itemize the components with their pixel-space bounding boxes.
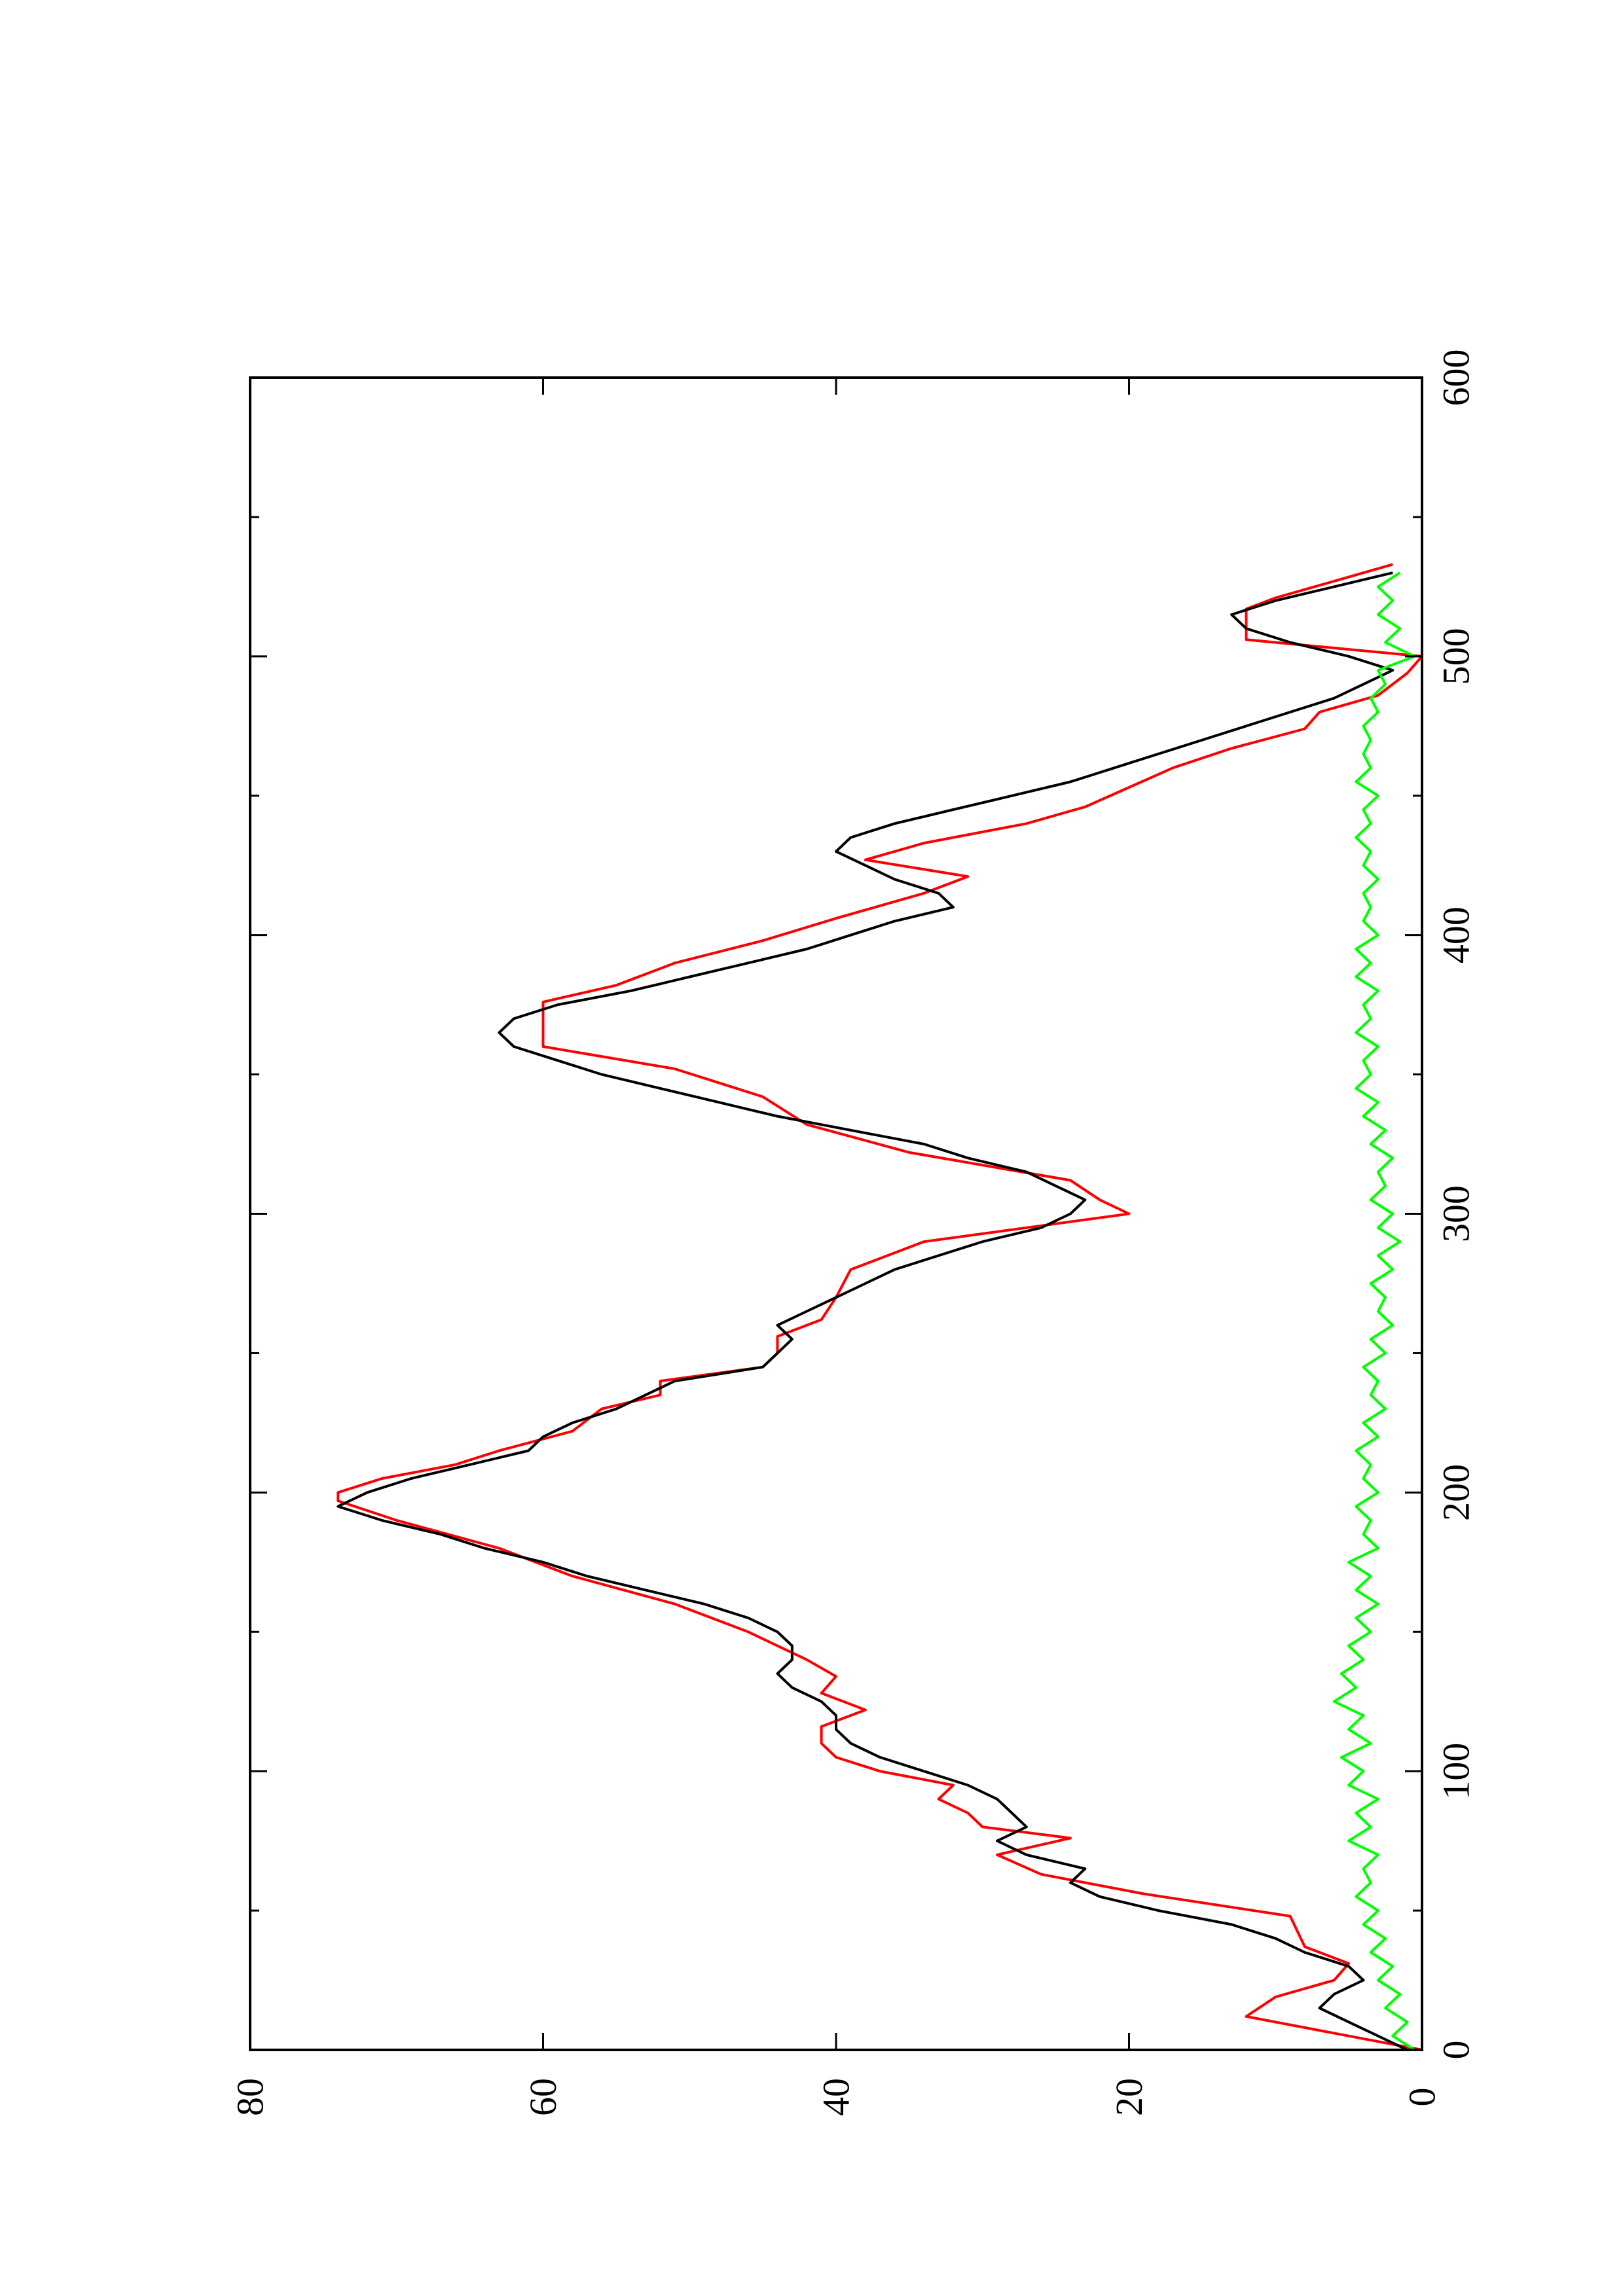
x-tick-label: 600 bbox=[1435, 350, 1478, 406]
x-tick-label: 0 bbox=[1435, 2041, 1478, 2060]
x-tick-label: 500 bbox=[1435, 628, 1478, 685]
series-line-1 bbox=[337, 563, 1423, 2051]
series-line-2 bbox=[337, 571, 1408, 2051]
tick-layer bbox=[249, 376, 1423, 2051]
series-layer bbox=[337, 563, 1423, 2051]
y-tick-label: 80 bbox=[229, 2078, 272, 2116]
x-tick-label: 100 bbox=[1435, 1743, 1478, 1800]
y-tick-label: 40 bbox=[815, 2078, 858, 2116]
x-tick-label: 300 bbox=[1435, 1185, 1478, 1242]
y-tick-label: 20 bbox=[1108, 2078, 1150, 2116]
x-tick-label: 400 bbox=[1435, 906, 1478, 963]
series-line-3 bbox=[1332, 571, 1416, 2051]
x-tick-label: 200 bbox=[1435, 1464, 1478, 1521]
y-tick-label: 60 bbox=[522, 2078, 564, 2116]
label-layer: 0 100 200 300 400 500 600 0 20 40 60 80 bbox=[229, 350, 1478, 2117]
y-tick-label: 0 bbox=[1401, 2088, 1444, 2107]
